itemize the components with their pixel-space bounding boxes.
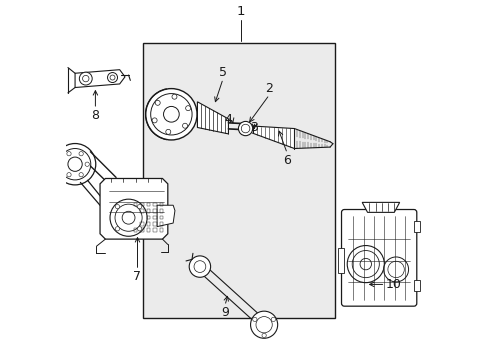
Circle shape (79, 72, 92, 85)
FancyBboxPatch shape (341, 210, 416, 306)
Circle shape (252, 317, 257, 321)
Circle shape (189, 256, 210, 277)
Circle shape (165, 129, 170, 134)
Circle shape (346, 246, 384, 283)
Circle shape (85, 162, 89, 166)
Polygon shape (362, 202, 399, 212)
Bar (140, 209, 143, 213)
Circle shape (54, 144, 96, 185)
Text: 5: 5 (219, 66, 226, 78)
Circle shape (262, 333, 265, 338)
Bar (159, 216, 163, 219)
Bar (140, 222, 143, 226)
Circle shape (185, 106, 190, 111)
Circle shape (155, 100, 160, 105)
Bar (153, 216, 157, 219)
Bar (159, 222, 163, 226)
Circle shape (137, 204, 142, 209)
Circle shape (172, 94, 177, 99)
Bar (159, 203, 163, 206)
Circle shape (110, 199, 147, 236)
Bar (337, 248, 344, 273)
Text: 3: 3 (250, 121, 258, 134)
Bar (153, 222, 157, 226)
Polygon shape (157, 205, 175, 227)
Circle shape (67, 172, 71, 177)
Bar (134, 228, 137, 232)
Text: 10: 10 (385, 278, 401, 291)
Bar (146, 222, 150, 226)
Circle shape (152, 118, 157, 123)
Circle shape (107, 73, 117, 82)
Bar (142, 43, 335, 318)
Text: 1: 1 (236, 5, 244, 18)
Text: 9: 9 (221, 306, 228, 319)
Circle shape (250, 311, 277, 338)
Bar (153, 209, 157, 213)
Circle shape (79, 152, 83, 156)
Text: 7: 7 (133, 270, 141, 283)
Bar (146, 209, 150, 213)
Circle shape (238, 121, 252, 136)
Circle shape (271, 317, 275, 321)
Circle shape (115, 227, 120, 231)
Circle shape (61, 162, 65, 166)
Circle shape (137, 227, 142, 231)
Polygon shape (75, 70, 125, 87)
Bar (140, 228, 143, 232)
Circle shape (115, 204, 120, 209)
Circle shape (383, 257, 408, 282)
Bar (134, 203, 137, 206)
Bar (146, 203, 150, 206)
Bar (146, 216, 150, 219)
Bar (413, 221, 420, 232)
Bar (146, 228, 150, 232)
Circle shape (145, 89, 197, 140)
Circle shape (182, 123, 187, 128)
Bar (413, 280, 420, 291)
Bar (153, 228, 157, 232)
Text: 8: 8 (91, 109, 99, 122)
Bar (159, 209, 163, 213)
Polygon shape (252, 126, 294, 149)
Text: 2: 2 (265, 82, 273, 95)
Polygon shape (197, 102, 228, 134)
Circle shape (67, 152, 71, 156)
Bar (159, 228, 163, 232)
Circle shape (79, 172, 83, 177)
Text: 4: 4 (224, 113, 231, 126)
Polygon shape (100, 179, 167, 239)
Bar (153, 203, 157, 206)
Text: 6: 6 (283, 153, 291, 167)
Bar (140, 203, 143, 206)
